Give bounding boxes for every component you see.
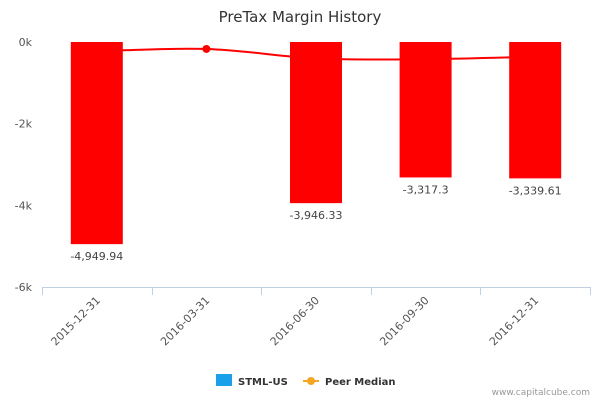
bar — [509, 42, 562, 179]
peer-median-line — [96, 47, 536, 61]
bar-data-label: -3,317.3 — [403, 183, 449, 196]
legend-label-stml: STML-US — [238, 377, 288, 388]
credit-text: www.capitalcube.com — [492, 388, 590, 398]
legend-swatch-stml — [216, 374, 232, 386]
bar-data-label: -3,946.33 — [290, 209, 343, 222]
bar — [290, 42, 342, 204]
legend-label-peer: Peer Median — [325, 377, 396, 388]
x-axis: 2015-12-31 2016-03-31 2016-06-30 2016-09-30… — [42, 287, 591, 348]
chart-title: PreTax Margin History — [219, 8, 382, 26]
bars-layer — [70, 42, 562, 245]
y-tick-label: -6k — [15, 281, 33, 294]
x-tick-label: 2016-06-30 — [268, 294, 322, 348]
y-axis: 0k -2k -4k -6k — [15, 36, 33, 294]
x-tick-label: 2016-03-31 — [158, 294, 212, 348]
x-tick-label: 2015-12-31 — [49, 294, 103, 348]
y-tick-label: -4k — [15, 199, 33, 212]
legend: STML-US Peer Median — [216, 374, 396, 388]
x-tick-label: 2016-12-31 — [487, 294, 541, 348]
data-labels-layer: -4,949.94 -3,946.33 -3,317.3 -3,339.61 — [70, 183, 561, 263]
bar-data-label: -4,949.94 — [70, 250, 123, 263]
bar — [399, 42, 452, 178]
y-tick-label: 0k — [19, 36, 33, 49]
legend-swatch-peer-marker — [307, 377, 315, 385]
peer-median-point — [202, 44, 211, 53]
peer-median-line-layer — [96, 44, 536, 61]
y-tick-label: -2k — [15, 118, 33, 131]
bar — [70, 42, 123, 245]
bar-data-label: -3,339.61 — [509, 184, 562, 197]
x-tick-label: 2016-09-30 — [377, 294, 431, 348]
